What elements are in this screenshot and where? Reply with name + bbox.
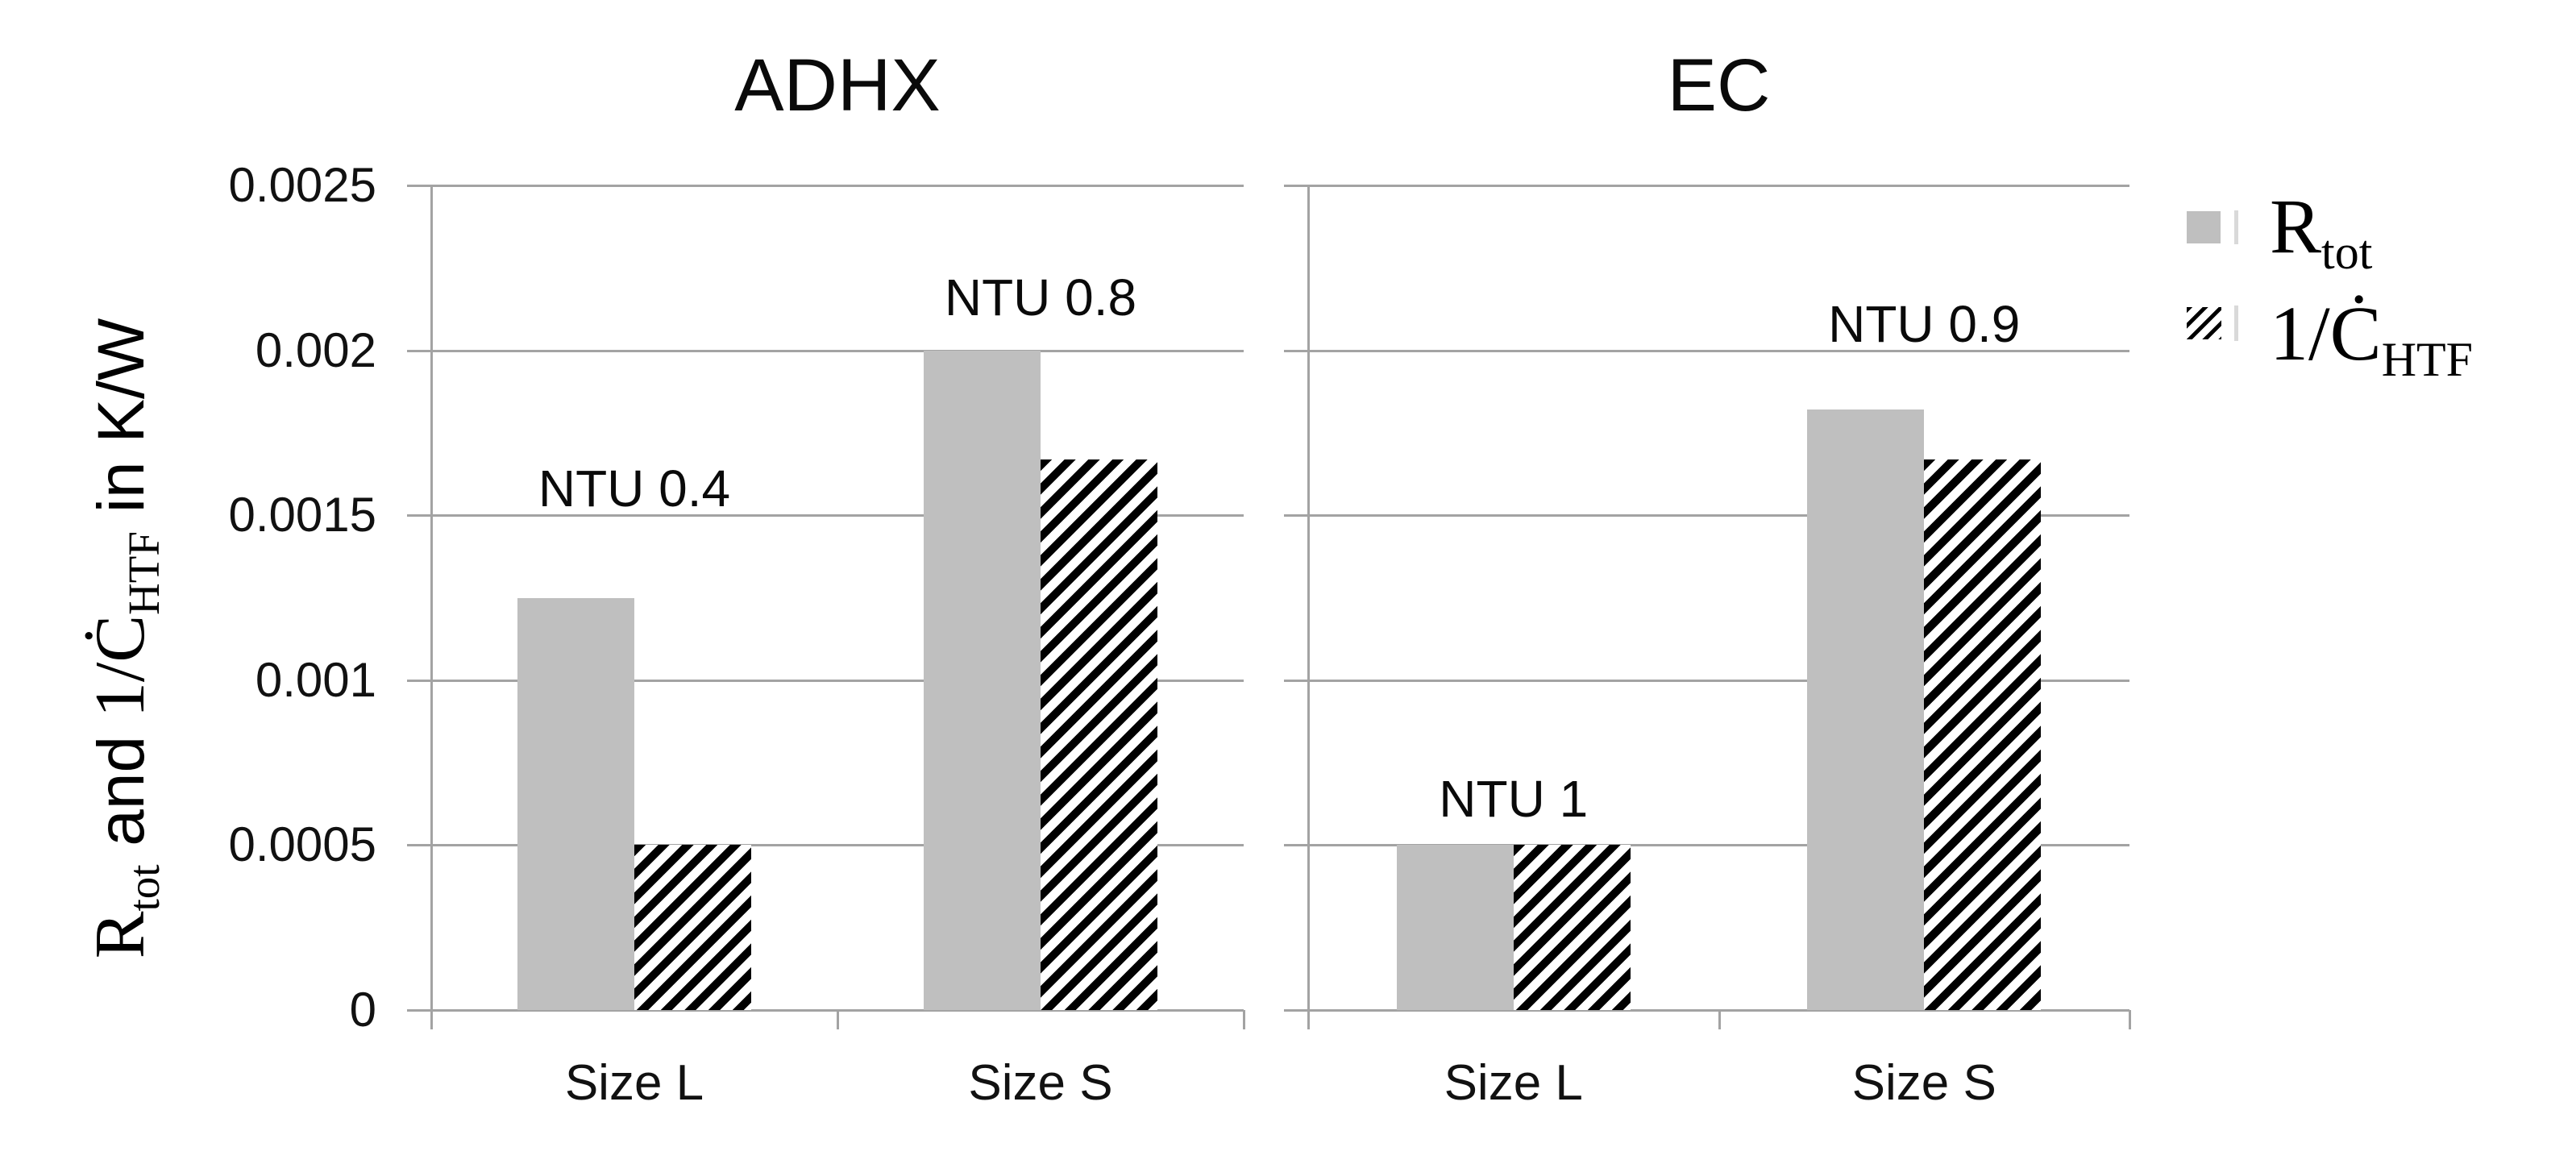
legend-label-rtot: Rtot: [2270, 183, 2373, 280]
category-label: Size S: [1851, 1055, 1996, 1111]
bar-1-over-chtf: [634, 845, 751, 1010]
bar-rtot: [517, 597, 634, 1010]
bar-rtot: [1807, 409, 1925, 1010]
y-tick-label: 0.0025: [228, 158, 376, 212]
bar-rtot: [1396, 845, 1514, 1010]
category-label: Size L: [1444, 1055, 1583, 1111]
gridline: [431, 514, 1244, 518]
panel-title-adhx: ADHX: [734, 44, 941, 127]
y-axis-title-part: tot: [118, 864, 168, 912]
x-axis-tick: [1307, 1010, 1310, 1029]
ntu-annotation: NTU 0.4: [538, 459, 731, 518]
y-axis-tick: [1284, 844, 1308, 847]
ntu-annotation: NTU 1: [1439, 770, 1589, 829]
x-axis-tick: [2129, 1010, 2131, 1029]
bar-1-over-chtf: [1041, 459, 1157, 1010]
x-axis-line: [1284, 1009, 2129, 1012]
y-axis-tick: [1284, 185, 1308, 187]
gridline: [431, 844, 1244, 847]
gridline: [1308, 349, 2129, 352]
bar-rtot: [924, 350, 1041, 1010]
gridline: [431, 679, 1244, 682]
gridline: [431, 349, 1244, 352]
y-tick-label: 0.0015: [228, 488, 376, 543]
legend-marker-divider: [2234, 306, 2238, 341]
gridline: [431, 185, 1244, 187]
ntu-annotation: NTU 0.9: [1828, 294, 2021, 353]
y-axis-tick: [407, 844, 431, 847]
y-axis-tick: [407, 185, 431, 187]
y-axis-line: [1307, 185, 1310, 1029]
y-axis-tick: [1284, 679, 1308, 682]
y-axis-tick: [1284, 349, 1308, 352]
legend-swatch-1-over-chtf: [2187, 307, 2221, 339]
gridline: [1308, 679, 2129, 682]
bar-1-over-chtf: [1924, 459, 2042, 1010]
x-axis-tick: [430, 1010, 433, 1029]
x-axis-tick: [837, 1010, 839, 1029]
gridline: [1308, 844, 2129, 847]
y-tick-label: 0: [349, 983, 376, 1037]
y-axis-title-part: HTF: [118, 531, 168, 615]
y-axis-line: [430, 185, 433, 1029]
ntu-annotation: NTU 0.8: [944, 268, 1137, 327]
y-tick-label: 0.0005: [228, 817, 376, 872]
gridline: [1308, 514, 2129, 518]
panel-title-ec: EC: [1667, 44, 1771, 127]
y-axis-title-part: R: [81, 911, 160, 959]
y-axis-tick: [407, 679, 431, 682]
legend-swatch-rtot: [2187, 211, 2221, 243]
x-axis-line: [407, 1009, 1244, 1012]
gridline: [1308, 185, 2129, 187]
legend-label-1-over-chtf: 1/ĊHTF: [2270, 290, 2474, 387]
legend-marker-divider: [2234, 210, 2238, 244]
x-axis-tick: [1718, 1010, 1721, 1029]
y-tick-label: 0.002: [255, 322, 376, 377]
category-label: Size L: [564, 1055, 704, 1111]
category-label: Size S: [968, 1055, 1113, 1111]
y-axis-tick: [407, 349, 431, 352]
bar-1-over-chtf: [1513, 845, 1631, 1010]
y-tick-label: 0.001: [255, 652, 376, 707]
y-axis-tick: [407, 514, 431, 518]
x-axis-tick: [1243, 1010, 1245, 1029]
y-axis-tick: [1284, 514, 1308, 518]
